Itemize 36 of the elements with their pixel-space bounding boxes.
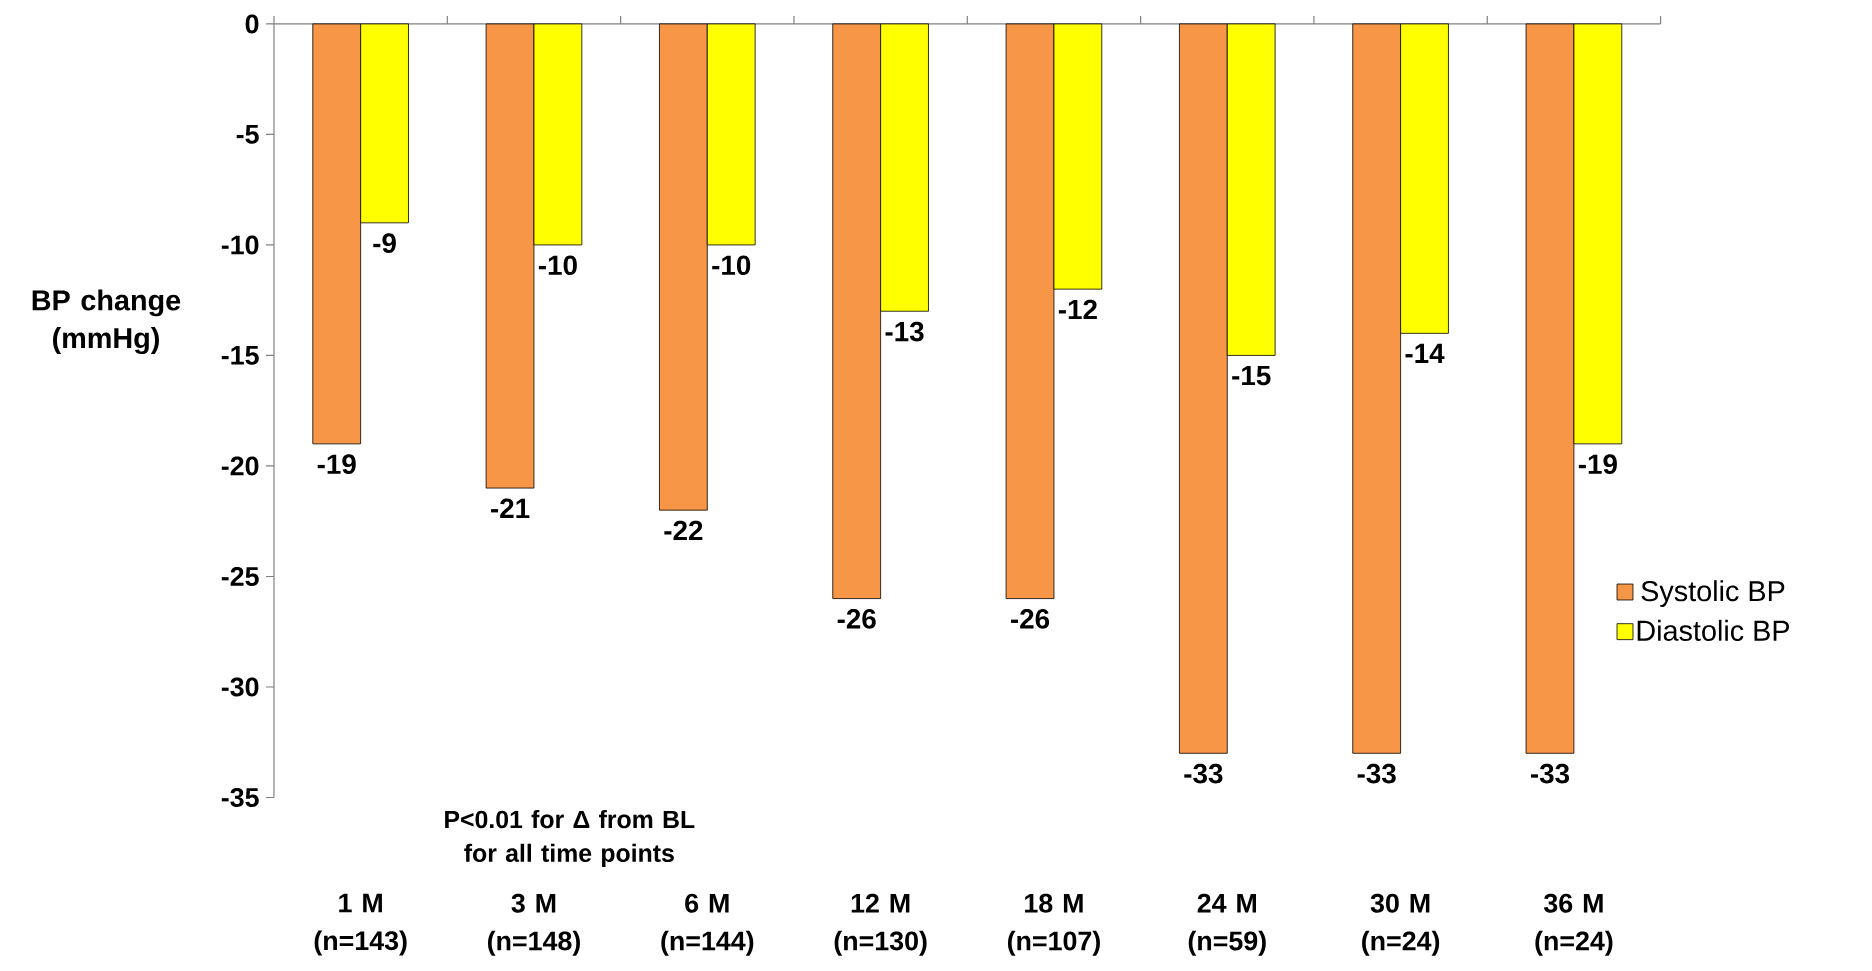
- text: P<0.01 for Δ from BL for all time points: [445, 809, 695, 867]
- y-tick-label: -25: [221, 567, 259, 586]
- x-tick-label: 3 M (n=148): [487, 893, 580, 956]
- x-tick-label: 18 M (n=107): [1007, 893, 1100, 956]
- data-label: -15: [1232, 365, 1271, 386]
- y-tick-label: -30: [221, 677, 259, 697]
- y-tick-label: -15: [221, 346, 259, 365]
- x-tick-label: 6 M (n=144): [661, 893, 754, 956]
- legend-label: Diastolic BP: [1637, 619, 1790, 641]
- data-label: -26: [1011, 609, 1050, 629]
- x-tick-label: 1 M (n=143): [314, 893, 407, 956]
- data-label: -26: [837, 609, 876, 629]
- data-label: -19: [1578, 454, 1617, 475]
- data-label: -10: [538, 255, 577, 276]
- y-tick-label: -10: [221, 235, 259, 255]
- data-label: -9: [373, 233, 396, 254]
- x-tick-label: 12 M (n=130): [834, 893, 927, 956]
- data-label: -22: [664, 520, 703, 541]
- legend-label: Systolic BP: [1641, 580, 1785, 608]
- x-tick-label: 30 M (n=24): [1362, 893, 1440, 956]
- data-label: -12: [1058, 299, 1097, 320]
- x-tick-label: 36 M (n=24): [1535, 893, 1613, 956]
- x-tick-label: 24 M (n=59): [1188, 893, 1266, 956]
- data-label: -33: [1357, 763, 1396, 784]
- data-label: -13: [885, 321, 924, 342]
- data-label: -10: [712, 255, 751, 276]
- data-label: -33: [1184, 763, 1223, 784]
- y-axis-title: BP change (mmHg): [32, 289, 181, 355]
- y-tick-label: -35: [221, 788, 259, 808]
- data-label: -33: [1530, 763, 1570, 784]
- y-tick-label: -5: [236, 125, 259, 144]
- y-tick-label: 0: [245, 14, 259, 34]
- data-label: -21: [491, 498, 530, 518]
- data-label: -14: [1405, 343, 1445, 363]
- y-tick-label: -20: [221, 456, 259, 476]
- data-label: -19: [317, 454, 356, 475]
